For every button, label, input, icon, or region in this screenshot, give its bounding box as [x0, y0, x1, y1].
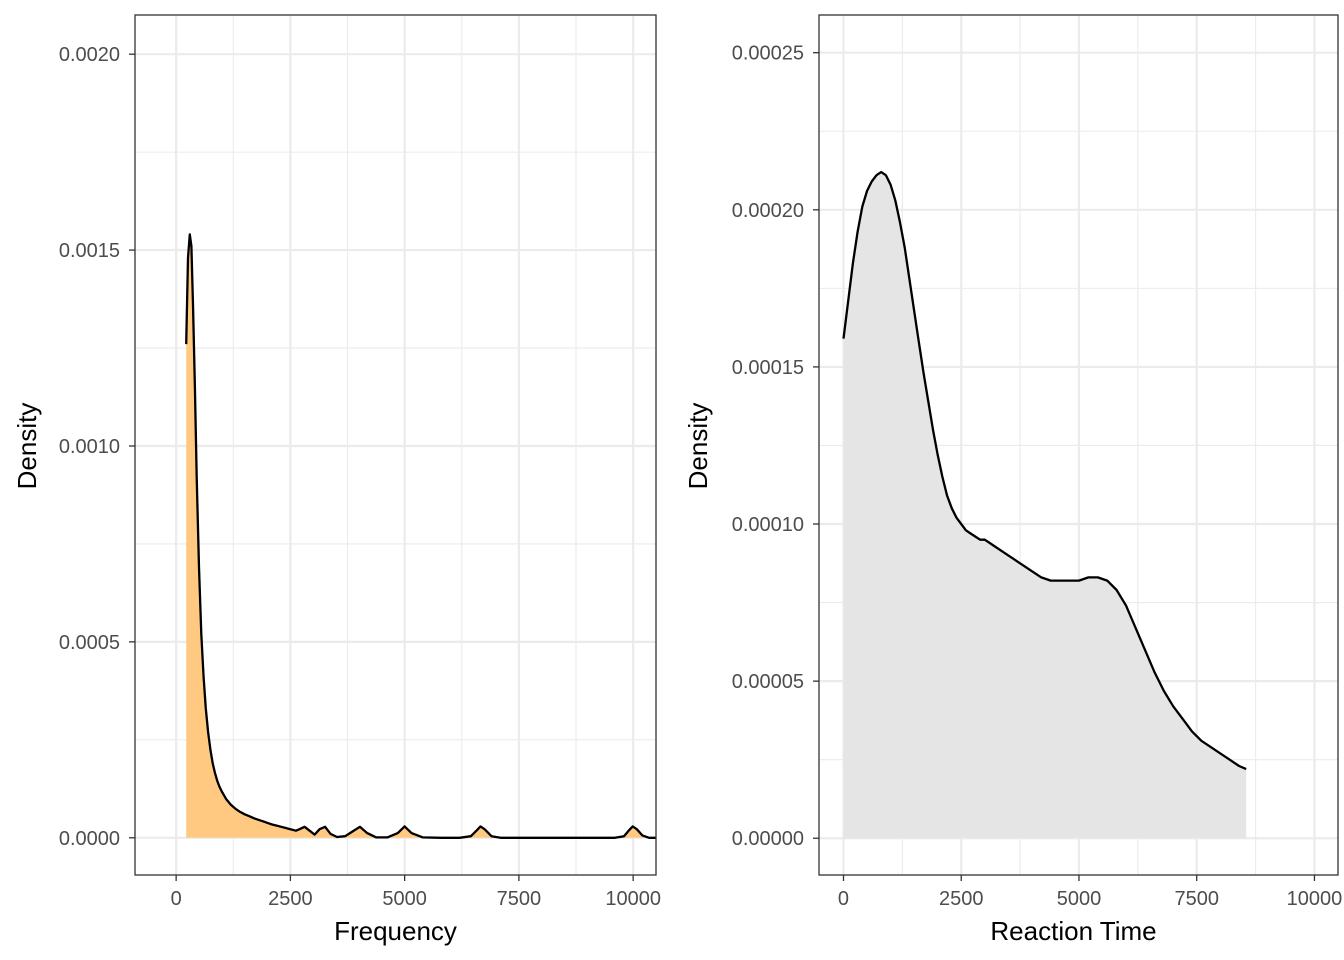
panel-border: [134, 14, 657, 876]
y-axis-title: Density: [12, 403, 42, 490]
x-tick-label: 0: [171, 888, 182, 910]
y-tick-label: 0.0000: [59, 828, 120, 850]
y-tick-label: 0.00005: [732, 671, 804, 693]
x-tick-label: 5000: [382, 888, 427, 910]
frequency-density-panel: 0 2500 5000 7500 10000 0.0000 0.0005 0.0010 0.00…: [12, 14, 661, 946]
y-tick-label: 0.00025: [732, 43, 804, 65]
x-axis-title: Frequency: [334, 916, 457, 946]
x-tick-label: 7500: [497, 888, 542, 910]
x-axis-title: Reaction Time: [990, 916, 1156, 946]
density-line: [185, 233, 656, 839]
y-tick-label: 0.00010: [732, 514, 804, 536]
y-tick-label: 0.0005: [59, 632, 120, 654]
x-tick-label: 0: [838, 888, 849, 910]
density-area: [843, 172, 1247, 839]
y-tick-label: 0.0015: [59, 240, 120, 262]
density-area: [186, 234, 656, 838]
y-tick-label: 0.00000: [732, 828, 804, 850]
x-tick-label: 10000: [1287, 888, 1343, 910]
x-tick-label: 7500: [1174, 888, 1219, 910]
x-tick-label: 10000: [605, 888, 661, 910]
reaction-time-density-panel: 0 2500 5000 7500 10000 0.00000 0.00005 0.00010 0…: [683, 14, 1343, 946]
y-tick-label: 0.00015: [732, 357, 804, 379]
y-tick-label: 0.0020: [59, 44, 120, 66]
density-line: [842, 170, 1247, 771]
x-tick-label: 2500: [939, 888, 984, 910]
x-tick-label: 5000: [1057, 888, 1102, 910]
x-tick-label: 2500: [268, 888, 313, 910]
y-tick-label: 0.00020: [732, 200, 804, 222]
y-tick-label: 0.0010: [59, 436, 120, 458]
y-axis-title: Density: [683, 403, 713, 490]
